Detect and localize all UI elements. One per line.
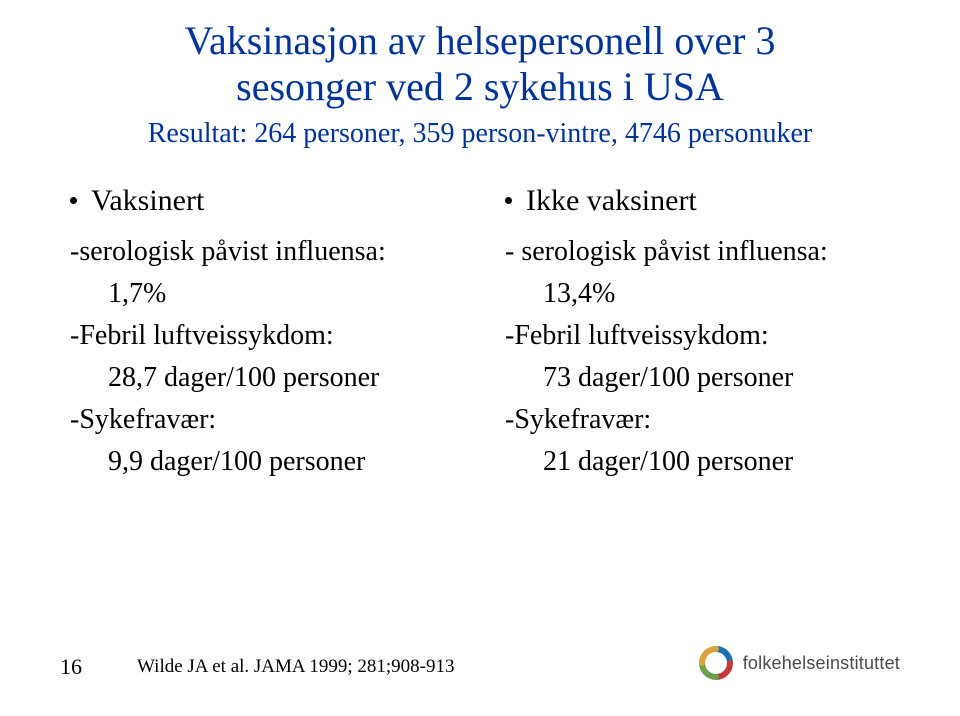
- fhi-logo: folkehelseinstituttet: [699, 646, 900, 680]
- left-line-2b: 28,7 dager/100 personer: [108, 357, 465, 399]
- slide-footer: 16 Wilde JA et al. JAMA 1999; 281;908-91…: [60, 646, 900, 680]
- slide-title: Vaksinasjon av helsepersonell over 3 ses…: [60, 18, 900, 110]
- footer-left: 16 Wilde JA et al. JAMA 1999; 281;908-91…: [60, 654, 454, 680]
- left-column: Vaksinert -serologisk påvist influensa: …: [70, 178, 465, 483]
- left-line-1b: 1,7%: [108, 273, 465, 315]
- left-body: -serologisk påvist influensa: 1,7% -Febr…: [70, 231, 465, 483]
- right-heading: Ikke vaksinert: [505, 178, 900, 223]
- title-line-2: sesonger ved 2 sykehus i USA: [236, 64, 724, 109]
- right-heading-text: Ikke vaksinert: [526, 178, 697, 223]
- bullet-icon: [505, 197, 512, 204]
- fhi-logo-icon: [699, 646, 733, 680]
- fhi-logo-text: folkehelseinstituttet: [743, 653, 900, 674]
- right-line-3b: 21 dager/100 personer: [543, 441, 900, 483]
- left-heading: Vaksinert: [70, 178, 465, 223]
- content-columns: Vaksinert -serologisk påvist influensa: …: [60, 178, 900, 483]
- citation-text: Wilde JA et al. JAMA 1999; 281;908-913: [137, 656, 454, 678]
- left-line-1: -serologisk påvist influensa:: [70, 231, 465, 273]
- right-line-3: -Sykefravær:: [505, 399, 900, 441]
- left-line-2: -Febril luftveissykdom:: [70, 315, 465, 357]
- slide-subtitle: Resultat: 264 personer, 359 person-vintr…: [60, 118, 900, 150]
- right-line-2b: 73 dager/100 personer: [543, 357, 900, 399]
- left-heading-text: Vaksinert: [91, 178, 204, 223]
- bullet-icon: [70, 197, 77, 204]
- right-line-1b: 13,4%: [543, 273, 900, 315]
- right-body: - serologisk påvist influensa: 13,4% -Fe…: [505, 231, 900, 483]
- left-line-3: -Sykefravær:: [70, 399, 465, 441]
- title-line-1: Vaksinasjon av helsepersonell over 3: [185, 18, 776, 63]
- right-line-1: - serologisk påvist influensa:: [505, 231, 900, 273]
- page-number: 16: [60, 654, 82, 680]
- left-line-3b: 9,9 dager/100 personer: [108, 441, 465, 483]
- slide: Vaksinasjon av helsepersonell over 3 ses…: [0, 0, 960, 716]
- right-line-2: -Febril luftveissykdom:: [505, 315, 900, 357]
- right-column: Ikke vaksinert - serologisk påvist influ…: [505, 178, 900, 483]
